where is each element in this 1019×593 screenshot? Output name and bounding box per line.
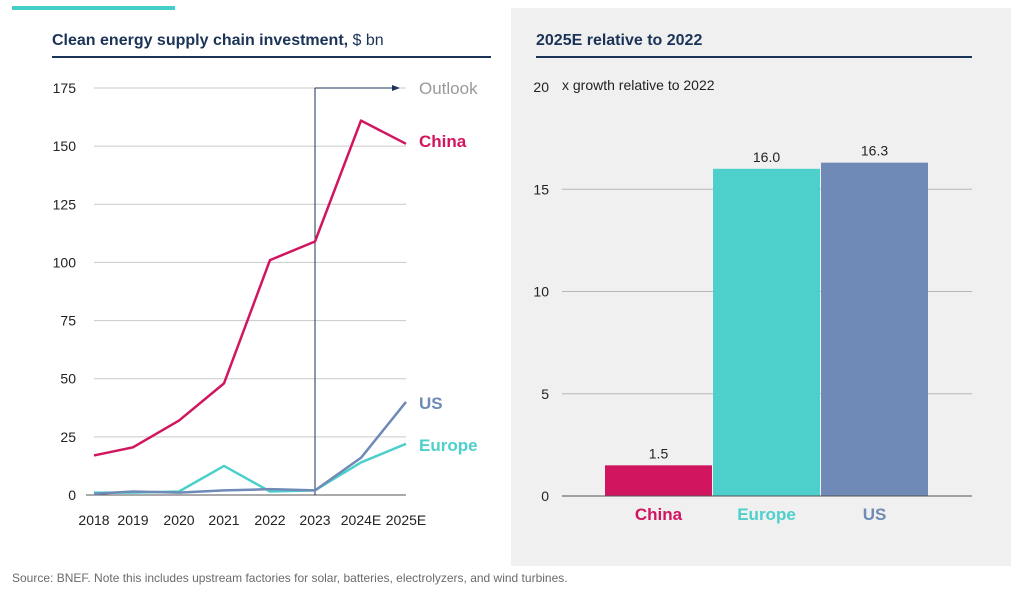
left-chart-title: Clean energy supply chain investment, $ …	[52, 32, 384, 50]
left-chart-title-unit: $ bn	[348, 32, 384, 49]
bar-category-label: Europe	[737, 505, 796, 524]
left-y-tick-label: 175	[53, 80, 77, 96]
bar-us	[821, 162, 928, 497]
right-title-rule	[536, 56, 972, 58]
left-y-tick-label: 125	[53, 196, 77, 212]
right-chart-ylabel: x growth relative to 2022	[562, 77, 715, 93]
series-label-us: US	[419, 394, 443, 413]
line-series-china	[93, 119, 407, 457]
left-chart-title-text: Clean energy supply chain investment,	[52, 32, 349, 49]
source-note: Source: BNEF. Note this includes upstrea…	[12, 571, 568, 585]
right-y-tick-label: 20	[533, 79, 549, 95]
left-x-tick-label: 2020	[163, 512, 194, 528]
left-y-tick-label: 0	[68, 487, 76, 503]
left-x-tick-label: 2021	[208, 512, 239, 528]
left-y-tick-label: 25	[60, 429, 76, 445]
left-x-tick-label: 2018	[78, 512, 109, 528]
left-x-tick-label: 2024E	[341, 512, 381, 528]
bar-value-label: 1.5	[649, 445, 669, 461]
left-x-tick-label: 2022	[254, 512, 285, 528]
left-y-tick-label: 50	[60, 371, 76, 387]
right-y-tick-label: 15	[533, 181, 549, 197]
left-x-tick-label: 2025E	[386, 512, 426, 528]
series-label-europe: Europe	[419, 436, 478, 455]
left-y-tick-label: 75	[60, 313, 76, 329]
left-x-tick-label: 2019	[117, 512, 148, 528]
right-chart-title: 2025E relative to 2022	[536, 32, 703, 49]
right-y-tick-label: 10	[533, 284, 549, 300]
right-y-tick-label: 5	[541, 386, 549, 402]
line-series-us	[93, 401, 407, 496]
bar-value-label: 16.3	[861, 143, 888, 159]
accent-bar	[12, 6, 175, 10]
left-y-tick-label: 150	[53, 138, 77, 154]
bar-category-label: US	[863, 505, 887, 524]
line-series-europe	[94, 442, 407, 494]
series-label-china: China	[419, 132, 467, 151]
left-y-tick-label: 100	[53, 254, 77, 270]
bar-china	[605, 465, 712, 496]
bar-value-label: 16.0	[753, 149, 780, 165]
left-title-rule	[52, 56, 491, 58]
bar-category-label: China	[635, 505, 683, 524]
outlook-label: Outlook	[419, 79, 478, 98]
left-x-tick-label: 2023	[299, 512, 330, 528]
bar-europe	[713, 168, 820, 497]
outlook-arrow-head	[392, 85, 400, 91]
right-y-tick-label: 0	[541, 488, 549, 504]
